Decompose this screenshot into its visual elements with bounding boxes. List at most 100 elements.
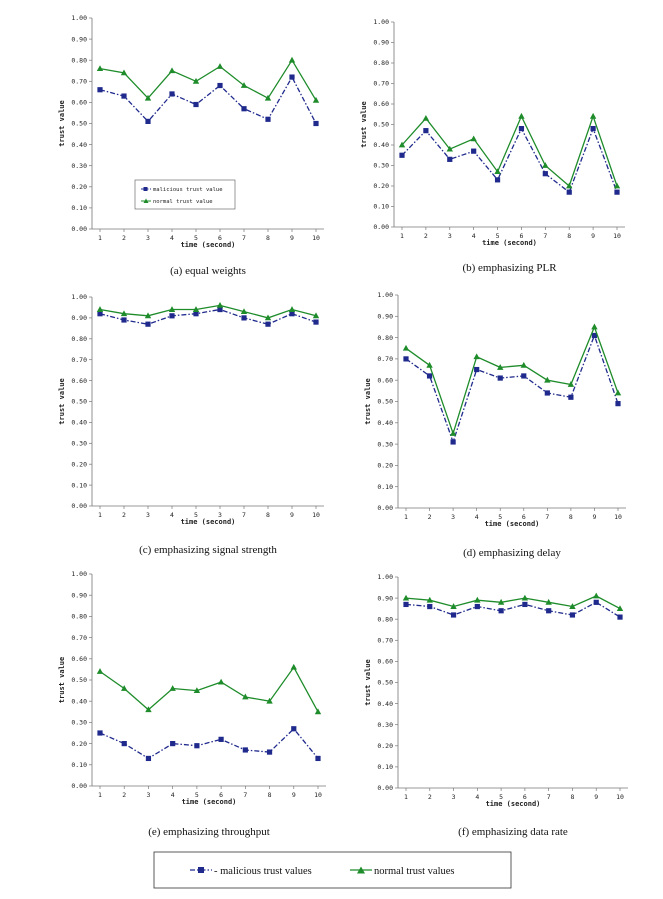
y-tick-label: 0.20 bbox=[377, 462, 393, 470]
normal-series-line bbox=[401, 114, 618, 188]
x-tick-label: 9 bbox=[290, 234, 294, 242]
malicious-point bbox=[241, 106, 247, 112]
normal-point bbox=[545, 598, 552, 605]
x-axis-title: time (second) bbox=[181, 241, 236, 249]
malicious-point bbox=[217, 306, 223, 313]
y-tick-label: 0.30 bbox=[71, 719, 87, 727]
y-tick-label: 0.80 bbox=[377, 615, 393, 623]
malicious-point bbox=[498, 608, 504, 614]
normal-point bbox=[426, 596, 433, 603]
normal-point bbox=[593, 592, 600, 599]
x-tick-label: 4 bbox=[171, 791, 175, 799]
normal-point bbox=[614, 389, 622, 396]
x-tick-label: 6 bbox=[219, 791, 223, 799]
malicious-series-line bbox=[99, 308, 317, 325]
malicious-point bbox=[145, 755, 152, 762]
x-tick-label: 4 bbox=[475, 513, 479, 521]
normal-point bbox=[402, 344, 410, 351]
x-tick-label: 1 bbox=[404, 513, 408, 521]
malicious-point bbox=[313, 319, 319, 325]
malicious-point bbox=[544, 390, 550, 396]
y-tick-label: 0.70 bbox=[373, 80, 389, 88]
malicious-series-line bbox=[401, 126, 618, 194]
x-tick-label: 7 bbox=[242, 511, 246, 519]
x-tick-label: 3 bbox=[146, 511, 150, 519]
x-tick-label: 2 bbox=[122, 511, 126, 519]
normal-point bbox=[288, 56, 296, 63]
malicious-point bbox=[474, 603, 480, 610]
y-tick-label: 0.80 bbox=[71, 56, 87, 64]
y-tick-label: 0.90 bbox=[377, 594, 393, 602]
x-tick-label: 3 bbox=[146, 791, 150, 799]
malicious-point bbox=[450, 612, 457, 618]
x-tick-label: 6 bbox=[522, 513, 526, 521]
normal-point bbox=[402, 594, 410, 601]
y-tick-label: 0.90 bbox=[71, 591, 87, 599]
normal-point bbox=[521, 594, 529, 601]
chart-panel-3: 0.00 0.10 0.20 0.30 0.40 0.50 0.60 0.70 0.80 0.90… bbox=[364, 291, 626, 559]
malicious-point bbox=[590, 126, 596, 132]
x-tick-label: 8 bbox=[268, 791, 272, 799]
malicious-point bbox=[121, 317, 127, 323]
x-tick-label: 7 bbox=[543, 232, 547, 240]
normal-point bbox=[518, 112, 525, 119]
normal-point bbox=[290, 663, 297, 670]
malicious-point bbox=[593, 599, 599, 605]
x-tick-label: 5 bbox=[499, 793, 503, 801]
y-tick-label: 0.20 bbox=[377, 742, 393, 750]
x-tick-label: 5 bbox=[496, 232, 500, 240]
normal-point bbox=[96, 65, 104, 72]
y-tick-label: 0.60 bbox=[377, 376, 393, 384]
normal-point bbox=[426, 361, 433, 368]
y-tick-label: 0.40 bbox=[71, 697, 87, 705]
malicious-point bbox=[566, 189, 572, 195]
y-tick-label: 1.00 bbox=[71, 570, 87, 578]
y-tick-label: 0.80 bbox=[377, 334, 393, 342]
malicious-point bbox=[218, 736, 224, 742]
x-tick-label: 10 bbox=[614, 513, 622, 521]
y-tick-label: 0.40 bbox=[71, 141, 87, 149]
y-tick-label: 0.30 bbox=[377, 721, 393, 729]
malicious-point bbox=[494, 177, 501, 183]
normal-point bbox=[542, 162, 549, 168]
inset-legend-normal-label: normal trust value bbox=[153, 199, 213, 205]
normal-point bbox=[96, 668, 104, 674]
y-tick-label: 0.70 bbox=[71, 634, 87, 642]
x-tick-label: 6 bbox=[218, 234, 222, 242]
y-axis-title: trust value bbox=[58, 100, 66, 146]
normal-point bbox=[120, 310, 128, 317]
y-tick-label: 0.90 bbox=[377, 313, 393, 321]
malicious-point bbox=[615, 401, 621, 407]
malicious-point bbox=[447, 156, 453, 162]
normal-point bbox=[449, 430, 457, 436]
normal-point bbox=[470, 135, 477, 142]
normal-point bbox=[497, 598, 505, 605]
malicious-point bbox=[170, 741, 176, 747]
y-tick-label: 0.20 bbox=[71, 460, 87, 468]
y-tick-label: 0.70 bbox=[71, 78, 87, 86]
x-tick-label: 2 bbox=[428, 793, 432, 801]
normal-point bbox=[446, 145, 453, 152]
malicious-point bbox=[521, 373, 527, 379]
y-tick-label: 0.80 bbox=[71, 613, 87, 621]
x-tick-label: 5 bbox=[194, 234, 198, 242]
x-tick-label: 8 bbox=[567, 232, 571, 240]
y-tick-label: 0.30 bbox=[377, 440, 393, 448]
y-tick-label: 0.50 bbox=[71, 676, 87, 684]
y-tick-label: 0.50 bbox=[71, 398, 87, 406]
global-legend-normal-marker bbox=[357, 866, 365, 874]
chart-panels: 0.00 0.10 0.20 0.30 0.40 0.50 0.60 0.70 0.80 0.90… bbox=[58, 14, 628, 838]
y-tick-label: 0.80 bbox=[373, 59, 389, 67]
x-tick-label: 10 bbox=[312, 234, 320, 242]
normal-point bbox=[494, 168, 501, 175]
chart-panel-5: 0.00 0.10 0.20 0.30 0.40 0.50 0.60 0.70 0.80 0.90… bbox=[364, 573, 628, 838]
malicious-series-line bbox=[405, 333, 619, 445]
x-tick-label: 5 bbox=[195, 791, 199, 799]
y-tick-label: 0.70 bbox=[377, 637, 393, 645]
malicious-point bbox=[403, 601, 409, 608]
malicious-point bbox=[265, 116, 271, 122]
normal-point bbox=[314, 708, 322, 715]
normal-point bbox=[264, 94, 272, 101]
y-tick-label: 0.50 bbox=[377, 679, 393, 687]
normal-point bbox=[312, 96, 320, 103]
